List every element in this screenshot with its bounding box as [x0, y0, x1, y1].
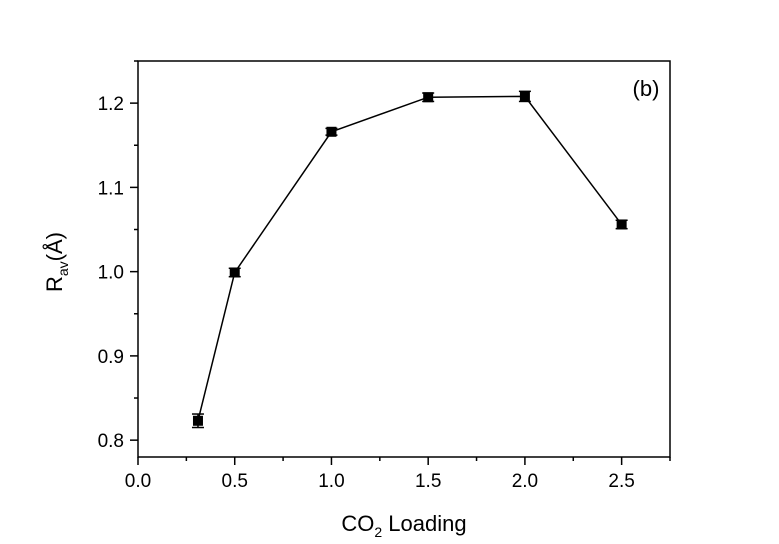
- y-axis-title-main: R: [42, 276, 67, 292]
- x-tick-label: 1.0: [318, 471, 344, 492]
- x-tick-label: 1.5: [415, 471, 441, 492]
- y-tick-label: 1.2: [98, 94, 124, 115]
- plot-frame: [137, 60, 671, 458]
- y-tick-label: 1.0: [98, 263, 124, 284]
- x-tick-label: 2.0: [512, 471, 538, 492]
- series-layer: [191, 90, 628, 429]
- x-tick-label: 0.5: [222, 471, 248, 492]
- x-axis-title-main: CO: [341, 511, 374, 536]
- data-point: [326, 126, 337, 137]
- x-axis-title-sub: 2: [374, 524, 382, 540]
- y-axis-title: Rav(Å): [42, 232, 71, 292]
- x-axis-title: CO2 Loading: [341, 511, 466, 540]
- x-axis-ticks: 0.0 0.5 1.0 1.5 2.0 2.5: [125, 457, 671, 492]
- data-point: [423, 92, 434, 103]
- panel-label: (b): [633, 76, 660, 101]
- y-tick-label: 0.9: [98, 347, 124, 368]
- x-tick-label: 2.5: [608, 471, 634, 492]
- y-axis-title-sub: av: [55, 261, 71, 276]
- data-point: [519, 91, 530, 102]
- data-point: [192, 415, 203, 426]
- y-tick-label: 0.8: [98, 431, 124, 452]
- x-axis-title-rest: Loading: [382, 511, 466, 536]
- y-axis-title-rest: (Å): [42, 232, 67, 261]
- series-line: [197, 95, 623, 421]
- data-point: [616, 219, 627, 230]
- data-point: [229, 267, 240, 278]
- y-tick-label: 1.1: [98, 178, 124, 199]
- x-tick-label: 0.0: [125, 471, 151, 492]
- y-axis-ticks: 0.8 0.9 1.0 1.1 1.2: [98, 60, 138, 452]
